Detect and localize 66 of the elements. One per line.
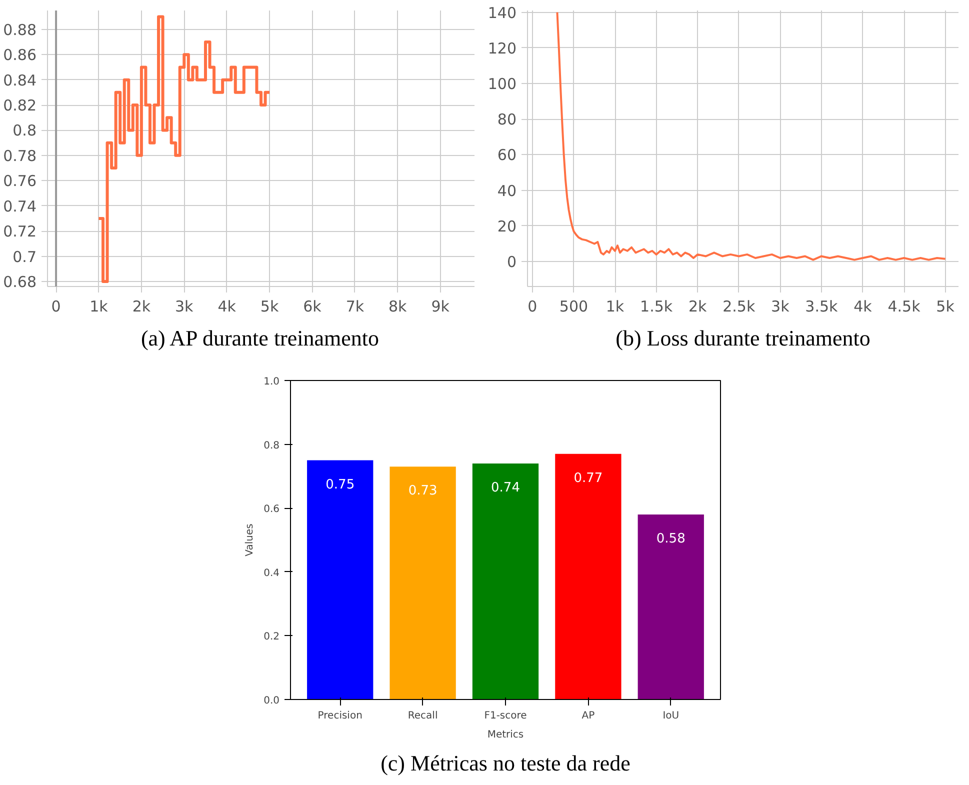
y-tick-label: 0.4 [264, 568, 280, 579]
x-tick-label: 9k [431, 298, 450, 316]
x-tick-label: Recall [408, 710, 438, 722]
x-tick-label: 500 [559, 298, 588, 316]
x-tick-label: AP [582, 710, 595, 722]
data-label: 0.58 [656, 531, 686, 546]
bar [472, 463, 539, 700]
bar [638, 514, 704, 700]
y-tick-label: 0.8 [12, 122, 37, 140]
x-tick-label: 2.5k [722, 298, 756, 316]
y-tick-label: 0.74 [3, 197, 37, 216]
x-tick-label: Precision [318, 710, 362, 722]
x-tick-label: 6k [303, 298, 322, 316]
y-tick-label: 0.86 [3, 46, 37, 64]
bar [390, 466, 456, 700]
data-label: 0.77 [574, 470, 603, 486]
x-tick-label: 1k [606, 298, 624, 316]
y-tick-label: 0.6 [264, 504, 280, 516]
y-tick-label: 0.8 [264, 440, 280, 452]
data-label: 0.73 [408, 484, 438, 499]
y-tick-label: 0.7 [12, 248, 37, 266]
y-tick-label: 100 [488, 75, 517, 94]
y-tick-label: 60 [497, 146, 517, 164]
x-tick-label: 3k [175, 298, 194, 316]
bar [555, 454, 622, 700]
x-tick-label: 3.5k [805, 298, 838, 316]
y-tick-label: 0.2 [264, 632, 280, 643]
y-tick-label: 0 [506, 253, 517, 272]
y-tick-label: 0.84 [3, 71, 37, 90]
line-series [556, 11, 946, 261]
y-tick-label: 1.0 [264, 376, 280, 388]
text: (c) Métricas no teste da rede [380, 750, 630, 776]
x-tick-label: 0 [528, 298, 538, 316]
y-tick-label: 20 [497, 217, 517, 236]
y-tick-label: 140 [488, 4, 517, 22]
y-tick-label: 0.82 [3, 96, 37, 115]
y-tick-label: 120 [488, 39, 517, 58]
y-tick-label: 0.88 [3, 20, 37, 39]
x-tick-label: 8k [388, 298, 408, 316]
y-axis-title: Values [244, 524, 256, 556]
x-tick-label: 4.5k [888, 298, 921, 316]
data-label: 0.75 [326, 477, 355, 492]
x-tick-label: 3k [771, 298, 790, 316]
y-tick-label: 0.68 [3, 272, 37, 291]
y-tick-label: 0.78 [3, 146, 37, 165]
x-tick-label: 0 [51, 298, 61, 316]
x-tick-label: F1-score [484, 710, 527, 722]
y-tick-label: 0.72 [3, 222, 37, 241]
y-tick-label: 80 [497, 110, 517, 129]
x-tick-label: 4k [218, 298, 236, 316]
x-axis-title: Metrics [487, 730, 524, 740]
x-tick-label: 7k [346, 298, 364, 316]
x-tick-label: 2k [132, 298, 151, 316]
x-tick-label: 5k [260, 298, 279, 316]
y-tick-label: 40 [497, 182, 517, 200]
x-tick-label: 2k [688, 298, 708, 316]
y-tick-label: 0.0 [264, 696, 280, 706]
text: (b) Loss durante treinamento [616, 326, 870, 350]
x-tick-label: 5k [936, 298, 955, 316]
y-tick-label: 0.76 [3, 172, 37, 190]
x-tick-label: IoU [662, 710, 680, 722]
x-tick-label: 4k [854, 298, 872, 316]
text: (a) AP durante treinamento [140, 326, 380, 350]
x-tick-label: 1k [90, 298, 108, 316]
x-tick-label: 1.5k [640, 298, 673, 316]
bar [307, 460, 374, 700]
